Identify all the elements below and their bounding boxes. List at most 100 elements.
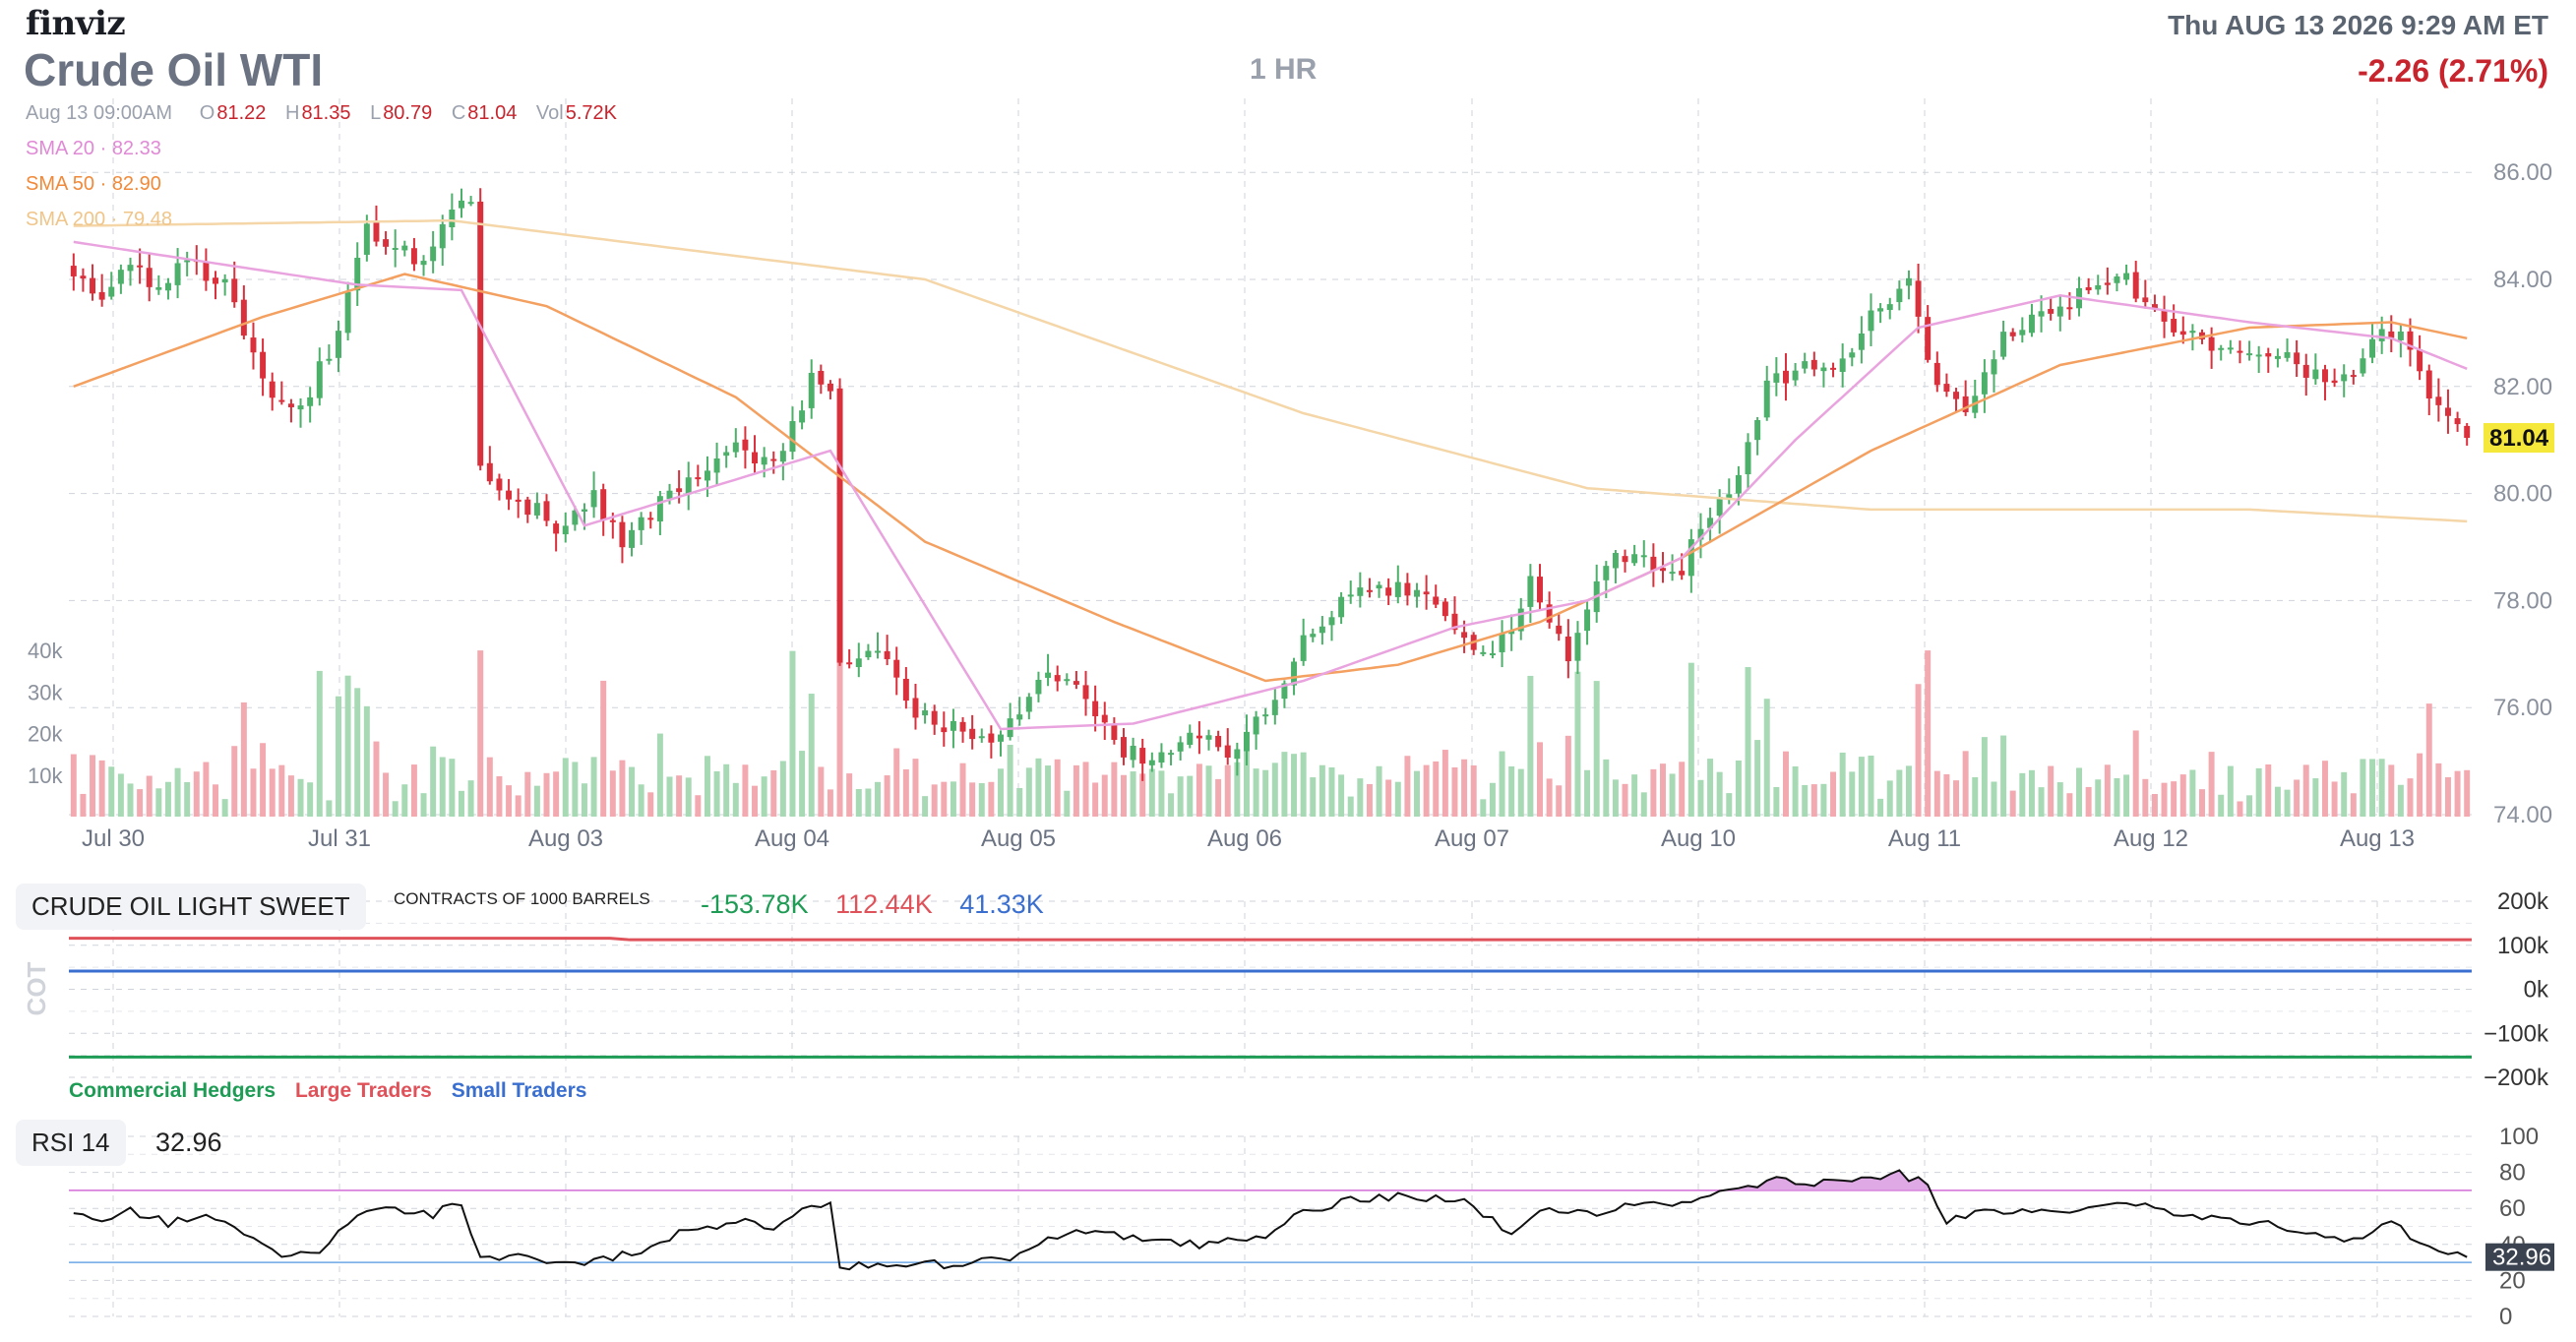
candle-body xyxy=(1991,359,1997,375)
candle-body xyxy=(1707,518,1714,528)
cot-axis-title: COT xyxy=(22,961,51,1015)
volume-bar xyxy=(2360,759,2366,817)
volume-bar xyxy=(1054,759,1061,817)
candle-body xyxy=(2312,369,2319,380)
candle-body xyxy=(2056,306,2063,317)
volume-bar xyxy=(2171,781,2177,817)
candle-body xyxy=(1243,731,1250,752)
candle-body xyxy=(70,266,77,276)
volume-bar xyxy=(1925,650,1932,817)
volume-bar xyxy=(978,783,985,817)
candle-body xyxy=(1556,625,1563,635)
volume-bar xyxy=(2302,764,2309,817)
volume-bar xyxy=(2151,793,2158,817)
volume-bar xyxy=(316,670,323,817)
volume-bar xyxy=(1981,737,1988,817)
volume-bar xyxy=(1300,752,1307,817)
volume-bar xyxy=(1489,782,1496,817)
volume-bar xyxy=(1253,768,1259,817)
candle-body xyxy=(742,439,749,451)
volume-bar xyxy=(326,800,333,817)
candle-body xyxy=(2123,273,2130,280)
date-label: Jul 30 xyxy=(82,825,145,852)
volume-bar xyxy=(486,757,493,817)
volume-bar xyxy=(117,773,124,817)
volume-bar xyxy=(855,788,862,817)
sma20-line xyxy=(73,240,2468,731)
volume-bar xyxy=(1092,782,1099,817)
candle-body xyxy=(1385,587,1392,596)
candle-body xyxy=(2038,311,2045,317)
volume-bar xyxy=(1820,783,1827,817)
candle-body xyxy=(533,503,540,516)
candle-body xyxy=(373,221,380,242)
date-label: Aug 12 xyxy=(2114,825,2188,852)
volume-bar xyxy=(2038,787,2045,817)
volume-bar xyxy=(363,705,370,817)
candle-body xyxy=(808,372,815,408)
volume-bar xyxy=(2123,774,2130,817)
candle-body xyxy=(240,299,247,336)
volume-bar xyxy=(515,795,521,817)
volume-bar xyxy=(401,784,408,817)
candles xyxy=(70,188,2471,781)
volume-bar xyxy=(1187,775,1194,817)
cot-units: CONTRACTS OF 1000 BARRELS xyxy=(394,889,650,908)
candle-body xyxy=(893,659,900,678)
last-price-badge xyxy=(2484,423,2554,454)
cot-panel-label[interactable]: CRUDE OIL LIGHT SWEET xyxy=(16,884,366,930)
rsi-value-badge xyxy=(2485,1243,2554,1271)
volume-bar xyxy=(1792,765,1799,817)
volume-bar xyxy=(1357,778,1364,817)
volume-bar xyxy=(1877,798,1884,817)
candle-body xyxy=(2028,314,2035,334)
finviz-logo[interactable]: finviz xyxy=(26,4,126,43)
volume-bar xyxy=(1640,792,1647,817)
candle-body xyxy=(1291,661,1298,686)
candle-body xyxy=(2237,350,2243,353)
volume-bar xyxy=(1177,776,1184,817)
candle-body xyxy=(486,462,493,482)
volume-bar xyxy=(2294,779,2300,817)
ohlc-close: 81.04 xyxy=(467,102,518,124)
volume-bar xyxy=(1480,799,1487,817)
volume-bar xyxy=(1243,751,1250,817)
timeframe-selector[interactable]: 1 HR xyxy=(1250,53,1318,86)
candle-body xyxy=(410,248,417,265)
candle-body xyxy=(572,510,579,525)
candle-body xyxy=(2322,369,2328,383)
volume-bar xyxy=(269,768,276,817)
volume-bar xyxy=(2104,764,2111,817)
volume-bar xyxy=(752,785,759,817)
volume-bar xyxy=(998,768,1004,817)
candle-body xyxy=(2189,331,2196,334)
sma200-line xyxy=(73,218,2468,523)
volume-bar xyxy=(1461,759,1468,817)
candle-body xyxy=(1858,333,1865,350)
volume-bar xyxy=(373,741,380,817)
rsi-badge-label: 32.96 xyxy=(2492,1245,2551,1271)
volume-bar xyxy=(1328,766,1335,817)
volume-bar xyxy=(581,783,587,817)
volume-bar xyxy=(1517,768,1524,817)
volume-bar xyxy=(1527,675,1534,817)
volume-bar xyxy=(2388,764,2395,817)
candle-body xyxy=(1508,630,1515,635)
candle-body xyxy=(221,278,228,283)
candle-body xyxy=(278,399,285,402)
rsi-value: 32.96 xyxy=(155,1128,222,1157)
rsi-panel-label[interactable]: RSI 14 xyxy=(16,1120,126,1166)
candle-body xyxy=(439,223,446,249)
volume-bar xyxy=(496,776,503,817)
volume-bar xyxy=(1754,740,1761,817)
volume-bar xyxy=(1574,671,1581,817)
ohlc-open-label: O xyxy=(199,102,215,124)
volume-tick-label: 30k xyxy=(28,680,63,704)
candle-body xyxy=(2454,418,2461,425)
volume-bar xyxy=(865,788,872,817)
candle-body xyxy=(1868,310,1874,332)
volume-bar xyxy=(1669,773,1676,817)
candle-body xyxy=(287,403,294,407)
volume-bar xyxy=(1726,793,1733,817)
volume-bar xyxy=(524,771,531,817)
